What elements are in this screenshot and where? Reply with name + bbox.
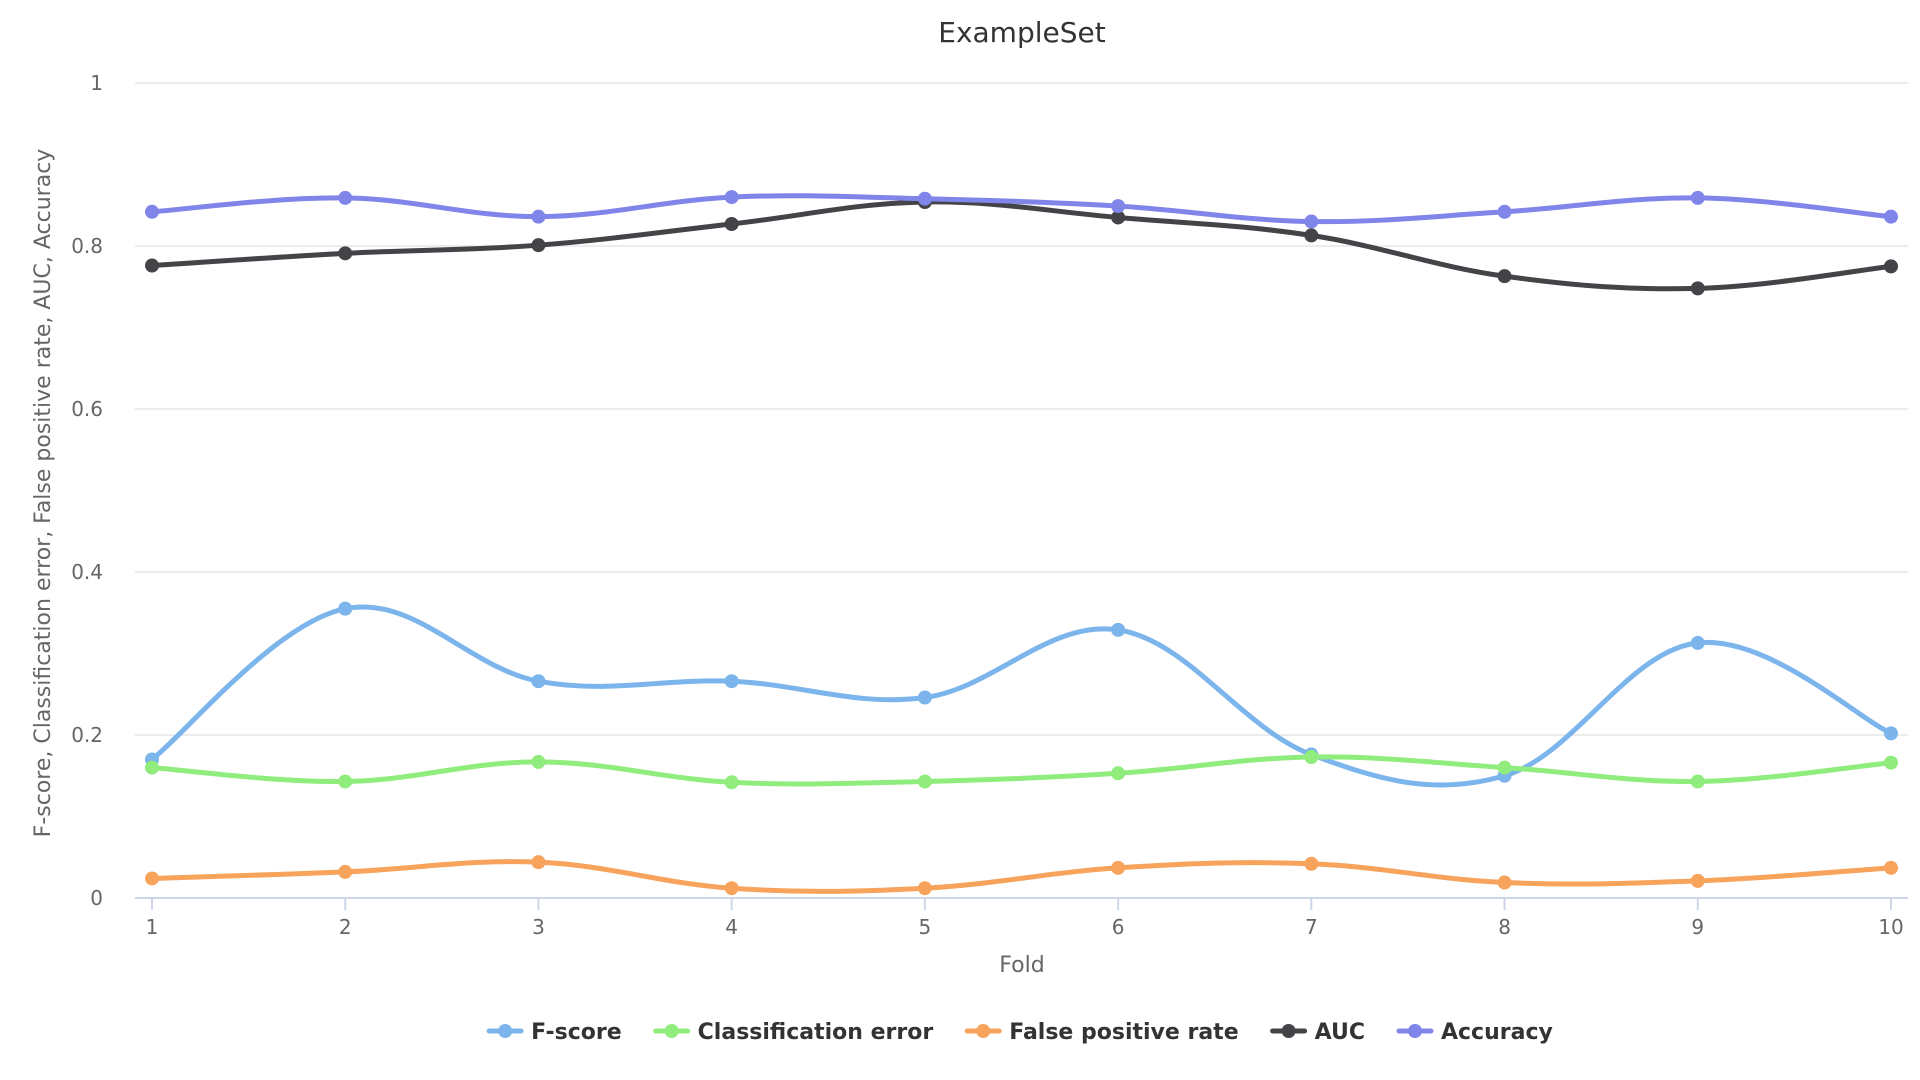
data-point-auc[interactable]	[338, 246, 353, 261]
legend[interactable]: F-score Classification error False positiv…	[486, 1020, 1553, 1045]
x-tick-label: 5	[919, 915, 932, 939]
data-point-false-positive-rate[interactable]	[338, 864, 353, 879]
legend-item-accuracy[interactable]: Accuracy	[1396, 1020, 1553, 1045]
y-tick-label: 0	[90, 886, 103, 910]
legend-marker	[1407, 1024, 1422, 1038]
data-point-classification-error[interactable]	[145, 760, 159, 775]
gridlines	[135, 82, 1908, 736]
data-point-f-score[interactable]	[917, 690, 932, 705]
legend-marker	[1281, 1024, 1296, 1038]
data-point-classification-error[interactable]	[1497, 760, 1512, 775]
y-tick-label: 0.6	[71, 397, 103, 421]
data-point-accuracy[interactable]	[1884, 209, 1898, 224]
data-point-auc[interactable]	[531, 238, 546, 253]
legend-marker	[498, 1024, 513, 1038]
legend-label: F-score	[531, 1020, 622, 1045]
data-point-accuracy[interactable]	[724, 190, 739, 205]
data-point-classification-error[interactable]	[338, 774, 353, 789]
x-axis-ticks: 1 2 3 4 5 6 7 8 9 10	[146, 898, 1904, 939]
data-point-false-positive-rate[interactable]	[1884, 860, 1898, 875]
legend-label: AUC	[1315, 1020, 1365, 1045]
data-point-classification-error[interactable]	[531, 754, 546, 769]
data-point-accuracy[interactable]	[1690, 190, 1705, 205]
legend-label: Classification error	[698, 1020, 934, 1045]
series-accuracy	[145, 190, 1898, 229]
data-point-accuracy[interactable]	[917, 191, 932, 206]
data-point-classification-error[interactable]	[1111, 766, 1126, 781]
y-tick-label: 0.8	[71, 234, 103, 258]
legend-item-false-positive-rate[interactable]: False positive rate	[964, 1020, 1239, 1045]
data-point-f-score[interactable]	[1690, 635, 1705, 650]
x-tick-label: 8	[1498, 915, 1511, 939]
legend-item-f-score[interactable]: F-score	[486, 1020, 622, 1045]
data-point-auc[interactable]	[1497, 269, 1512, 284]
series-line-accuracy	[149, 193, 1894, 225]
data-point-auc[interactable]	[1111, 210, 1126, 225]
data-point-false-positive-rate[interactable]	[1497, 875, 1512, 890]
data-point-accuracy[interactable]	[145, 204, 159, 219]
series-classification-error	[145, 750, 1898, 790]
series-layer	[145, 190, 1898, 896]
data-point-classification-error[interactable]	[724, 775, 739, 790]
data-point-classification-error[interactable]	[1884, 755, 1898, 770]
data-point-accuracy[interactable]	[1497, 204, 1512, 219]
series-line-f-score	[149, 604, 1894, 788]
data-point-classification-error[interactable]	[917, 774, 932, 789]
data-point-false-positive-rate[interactable]	[1690, 873, 1705, 888]
legend-label: Accuracy	[1441, 1020, 1553, 1045]
x-tick-label: 6	[1112, 915, 1125, 939]
data-point-auc[interactable]	[1690, 281, 1705, 296]
data-point-accuracy[interactable]	[531, 209, 546, 224]
data-point-false-positive-rate[interactable]	[724, 881, 739, 896]
x-tick-label: 10	[1878, 915, 1903, 939]
series-line-false-positive-rate	[149, 859, 1894, 894]
data-point-classification-error[interactable]	[1690, 774, 1705, 789]
x-tick-label: 1	[146, 915, 159, 939]
y-tick-label: 1	[90, 71, 103, 95]
data-point-accuracy[interactable]	[1111, 199, 1126, 214]
legend-marker	[664, 1024, 679, 1038]
legend-label: False positive rate	[1009, 1020, 1238, 1045]
x-tick-label: 7	[1305, 915, 1318, 939]
legend-marker	[976, 1024, 991, 1038]
y-axis-ticks: 0 0.2 0.4 0.6 0.8 1	[71, 71, 103, 910]
data-point-f-score[interactable]	[1111, 622, 1126, 637]
series-line-classification-error	[149, 754, 1894, 787]
y-tick-label: 0.2	[71, 723, 103, 747]
x-tick-label: 2	[339, 915, 352, 939]
data-point-false-positive-rate[interactable]	[917, 881, 932, 896]
series-false-positive-rate	[145, 855, 1898, 896]
data-point-classification-error[interactable]	[1304, 750, 1319, 765]
legend-item-classification-error[interactable]: Classification error	[653, 1020, 934, 1045]
data-point-false-positive-rate[interactable]	[1304, 856, 1319, 871]
data-point-auc[interactable]	[145, 258, 159, 273]
x-axis-title: Fold	[999, 953, 1044, 978]
data-point-false-positive-rate[interactable]	[1111, 860, 1126, 875]
data-point-f-score[interactable]	[724, 674, 739, 689]
data-point-false-positive-rate[interactable]	[145, 871, 159, 886]
data-point-f-score[interactable]	[338, 601, 353, 616]
chart-title: ExampleSet	[938, 16, 1105, 49]
series-line-auc	[149, 199, 1894, 292]
x-tick-label: 9	[1691, 915, 1704, 939]
data-point-accuracy[interactable]	[338, 190, 353, 205]
x-tick-label: 3	[532, 915, 545, 939]
series-f-score	[145, 601, 1898, 788]
legend-item-auc[interactable]: AUC	[1270, 1020, 1365, 1045]
data-point-accuracy[interactable]	[1304, 214, 1319, 229]
y-axis-title: F-score, Classification error, False pos…	[31, 149, 56, 838]
data-point-auc[interactable]	[1884, 259, 1898, 274]
data-point-f-score[interactable]	[531, 674, 546, 689]
series-auc	[145, 194, 1898, 296]
data-point-f-score[interactable]	[1884, 726, 1898, 741]
y-tick-label: 0.4	[71, 560, 103, 584]
x-tick-label: 4	[725, 915, 738, 939]
data-point-auc[interactable]	[1304, 228, 1319, 243]
data-point-false-positive-rate[interactable]	[531, 855, 546, 870]
data-point-auc[interactable]	[724, 216, 739, 231]
